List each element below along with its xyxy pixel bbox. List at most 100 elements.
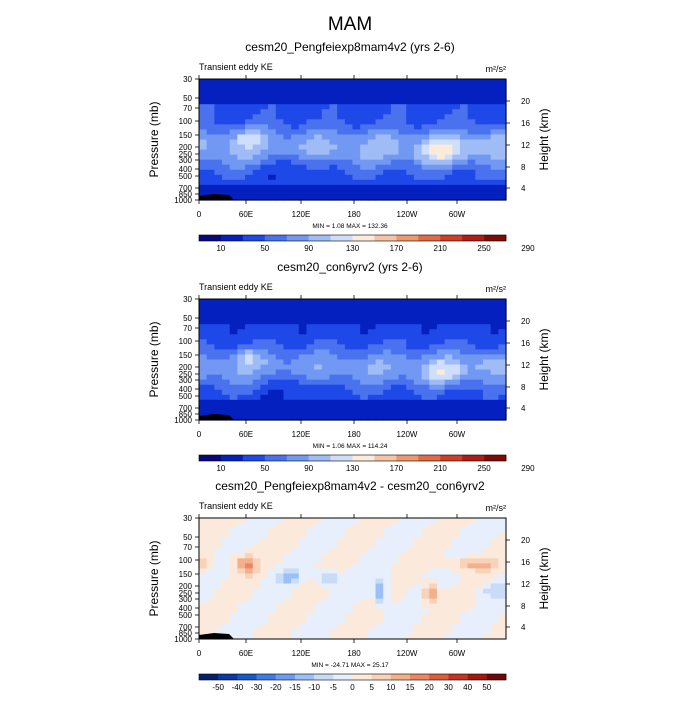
heatmap-cell	[352, 319, 361, 325]
heatmap-cell	[275, 189, 285, 196]
heatmap-cell	[490, 543, 499, 549]
heatmap-cell	[337, 359, 346, 366]
colorbar-label: 130	[346, 464, 360, 473]
heatmap-cell	[390, 89, 400, 95]
heatmap-field	[199, 299, 507, 421]
heatmap-cell	[367, 613, 377, 620]
heatmap-cell	[229, 414, 238, 421]
heatmap-cell	[498, 349, 507, 356]
heatmap-cell	[390, 394, 400, 401]
heatmap-cell	[206, 149, 215, 156]
heatmap-cell	[252, 184, 261, 191]
heatmap-cell	[413, 578, 423, 585]
heatmap-cell	[421, 518, 430, 524]
heatmap-cell	[298, 139, 308, 146]
heatmap-cell	[237, 334, 246, 340]
heatmap-cell	[306, 184, 315, 191]
heatmap-cell	[298, 99, 308, 105]
heatmap-cell	[314, 598, 323, 605]
heatmap-cell	[475, 633, 484, 640]
y2-tick-label: 8	[521, 163, 526, 172]
heatmap-cell	[498, 144, 507, 151]
heatmap-cell	[298, 618, 308, 625]
heatmap-cell	[475, 583, 484, 590]
heatmap-cell	[321, 114, 331, 120]
heatmap-cell	[413, 618, 423, 625]
heatmap-cell	[352, 314, 361, 320]
colorbar-swatch	[390, 674, 411, 680]
heatmap-cell	[206, 324, 215, 330]
heatmap-cell	[421, 354, 430, 361]
heatmap-cell	[390, 314, 400, 320]
heatmap-cell	[283, 149, 292, 156]
heatmap-cell	[260, 304, 269, 310]
heatmap-cell	[413, 573, 423, 580]
heatmap-cell	[383, 339, 392, 345]
heatmap-cell	[406, 94, 415, 100]
heatmap-cell	[206, 169, 215, 176]
heatmap-cell	[367, 304, 377, 310]
heatmap-cell	[260, 628, 269, 635]
heatmap-cell	[260, 184, 269, 191]
heatmap-cell	[314, 608, 323, 615]
heatmap-cell	[222, 339, 231, 345]
heatmap-cell	[306, 334, 315, 340]
heatmap-cell	[367, 184, 377, 191]
heatmap-cell	[206, 533, 215, 539]
heatmap-cell	[475, 159, 484, 166]
heatmap-cell	[398, 184, 407, 191]
heatmap-cell	[436, 99, 446, 105]
heatmap-cell	[498, 389, 507, 396]
heatmap-cell	[245, 359, 254, 366]
heatmap-cell	[321, 324, 331, 330]
heatmap-cell	[367, 149, 377, 156]
heatmap-cell	[229, 568, 238, 575]
heatmap-cell	[199, 124, 208, 131]
heatmap-cell	[268, 304, 277, 310]
heatmap-cell	[306, 144, 315, 151]
heatmap-cell	[482, 369, 492, 376]
heatmap-cell	[222, 344, 231, 351]
heatmap-cell	[222, 583, 231, 590]
heatmap-cell	[298, 414, 308, 421]
heatmap-cell	[275, 309, 285, 315]
heatmap-cell	[314, 94, 323, 100]
heatmap-cell	[268, 129, 277, 136]
heatmap-cell	[482, 394, 492, 401]
heatmap-cell	[199, 139, 208, 146]
heatmap-cell	[337, 119, 346, 125]
heatmap-cell	[452, 314, 461, 320]
heatmap-cell	[375, 174, 384, 181]
heatmap-cell	[306, 84, 315, 90]
heatmap-cell	[467, 374, 476, 381]
heatmap-cell	[283, 164, 292, 171]
heatmap-cell	[337, 129, 346, 136]
heatmap-cell	[344, 399, 354, 406]
heatmap-cell	[344, 608, 354, 615]
heatmap-cell	[421, 618, 430, 625]
heatmap-cell	[383, 364, 392, 371]
heatmap-cell	[252, 518, 261, 524]
heatmap-cell	[452, 324, 461, 330]
heatmap-cell	[245, 104, 254, 110]
colorbar-label: 90	[304, 464, 313, 473]
heatmap-cell	[229, 129, 238, 136]
heatmap-cell	[413, 144, 423, 151]
heatmap-cell	[352, 299, 361, 305]
heatmap-cell	[283, 603, 292, 610]
heatmap-cell	[206, 129, 215, 136]
heatmap-cell	[275, 354, 285, 361]
heatmap-cell	[352, 89, 361, 95]
heatmap-cell	[344, 523, 354, 529]
heatmap-cell	[436, 409, 446, 416]
heatmap-cell	[390, 334, 400, 340]
heatmap-cell	[199, 404, 208, 411]
heatmap-cell	[245, 414, 254, 421]
heatmap-cell	[475, 553, 484, 559]
y2-axis-title: Height (km)	[537, 328, 551, 390]
heatmap-cell	[490, 174, 499, 181]
heatmap-cell	[275, 114, 285, 120]
heatmap-cell	[252, 334, 261, 340]
heatmap-cell	[459, 184, 469, 191]
heatmap-cell	[337, 354, 346, 361]
